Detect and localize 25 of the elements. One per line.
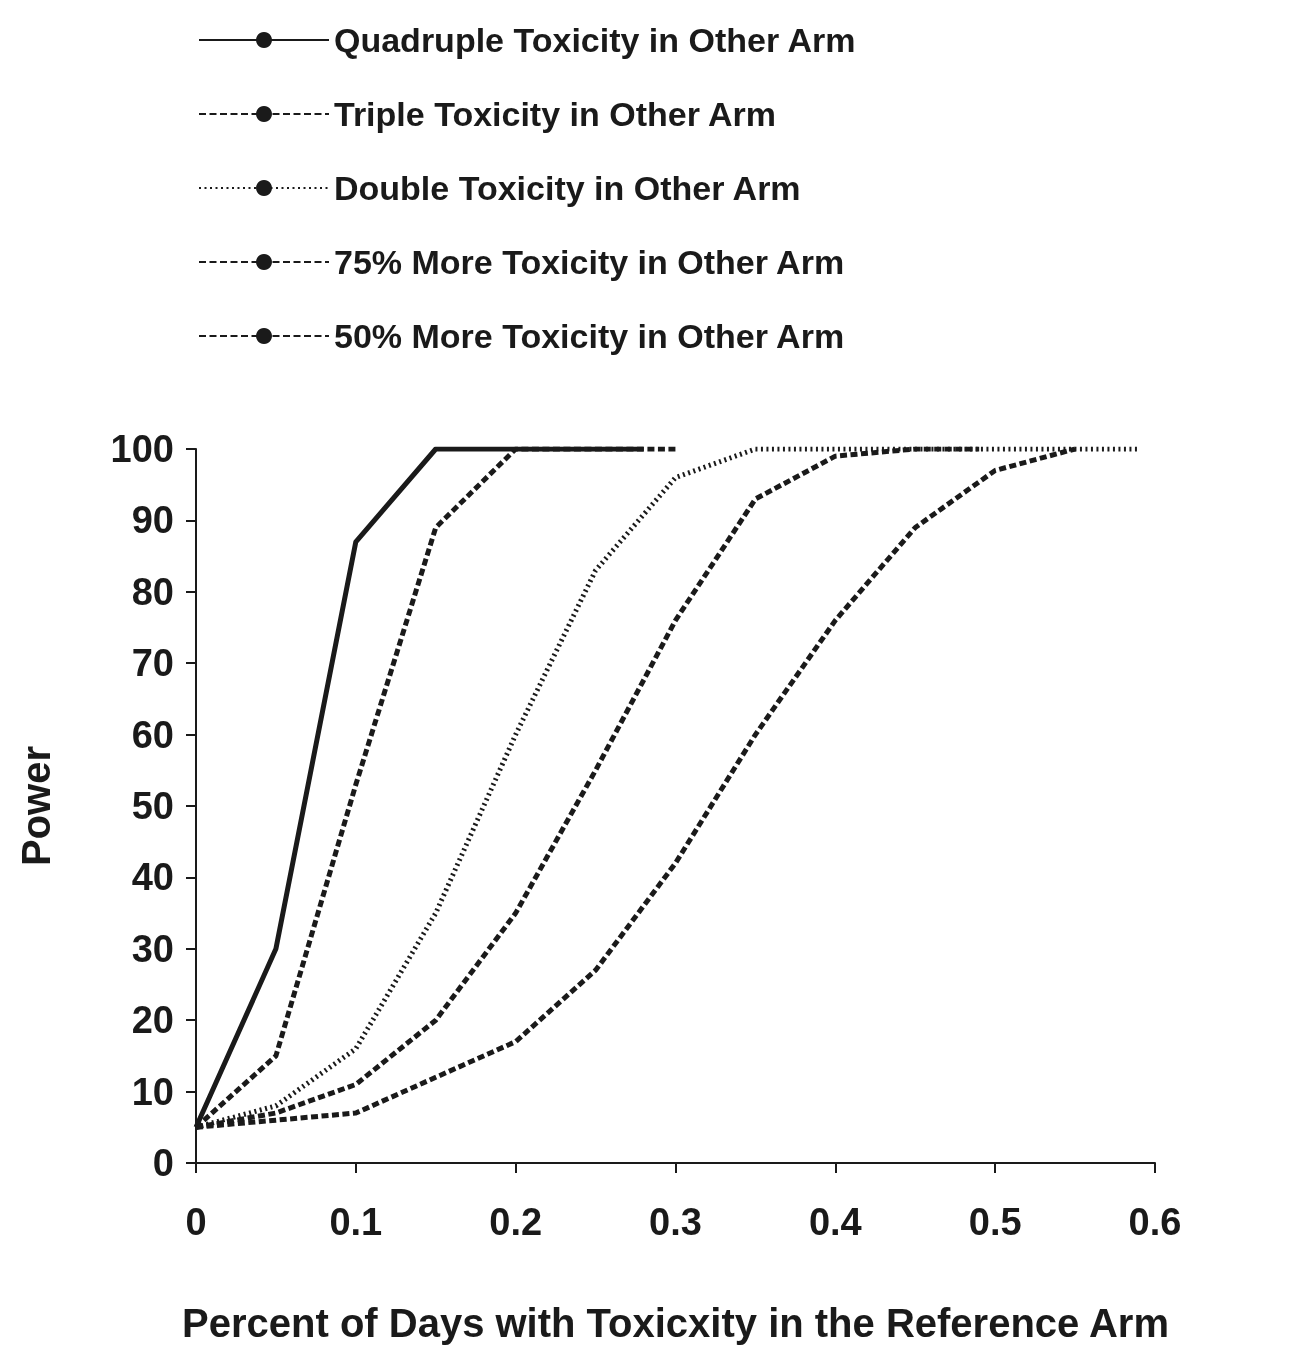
x-tick-label: 0.1 [329,1201,383,1243]
y-axis-title: Power [14,745,58,867]
x-tick-label: 0.4 [808,1201,862,1243]
legend-label: Quadruple Toxicity in Other Arm [334,21,856,59]
x-tick-label: 0.6 [1128,1201,1182,1243]
x-tick-label: 0.5 [968,1201,1022,1243]
legend-label: Double Toxicity in Other Arm [334,169,801,207]
y-tick-label: 20 [131,999,174,1042]
y-tick-label: 90 [131,499,174,542]
y-tick-label: 50 [131,785,174,827]
legend-label: 75% More Toxicity in Other Arm [334,243,845,281]
y-tick-label: 40 [131,856,174,899]
y-tick-label: 70 [131,642,174,685]
y-tick-label: 30 [131,927,174,970]
x-axis-title: Percent of Days with Toxicxity in the Reference Arm [182,1301,1169,1345]
legend-label: 50% More Toxicity in Other Arm [334,317,845,355]
y-tick-label: 0 [152,1142,174,1184]
x-tick-label: 0.2 [489,1201,543,1243]
y-tick-label: 60 [131,713,174,756]
legend-label: Triple Toxicity in Other Arm [334,95,777,133]
y-tick-label: 100 [110,428,174,470]
x-tick-label: 0.3 [649,1201,702,1243]
x-tick-label: 0 [185,1201,207,1243]
y-tick-label: 80 [131,570,174,613]
y-tick-label: 10 [131,1070,174,1113]
